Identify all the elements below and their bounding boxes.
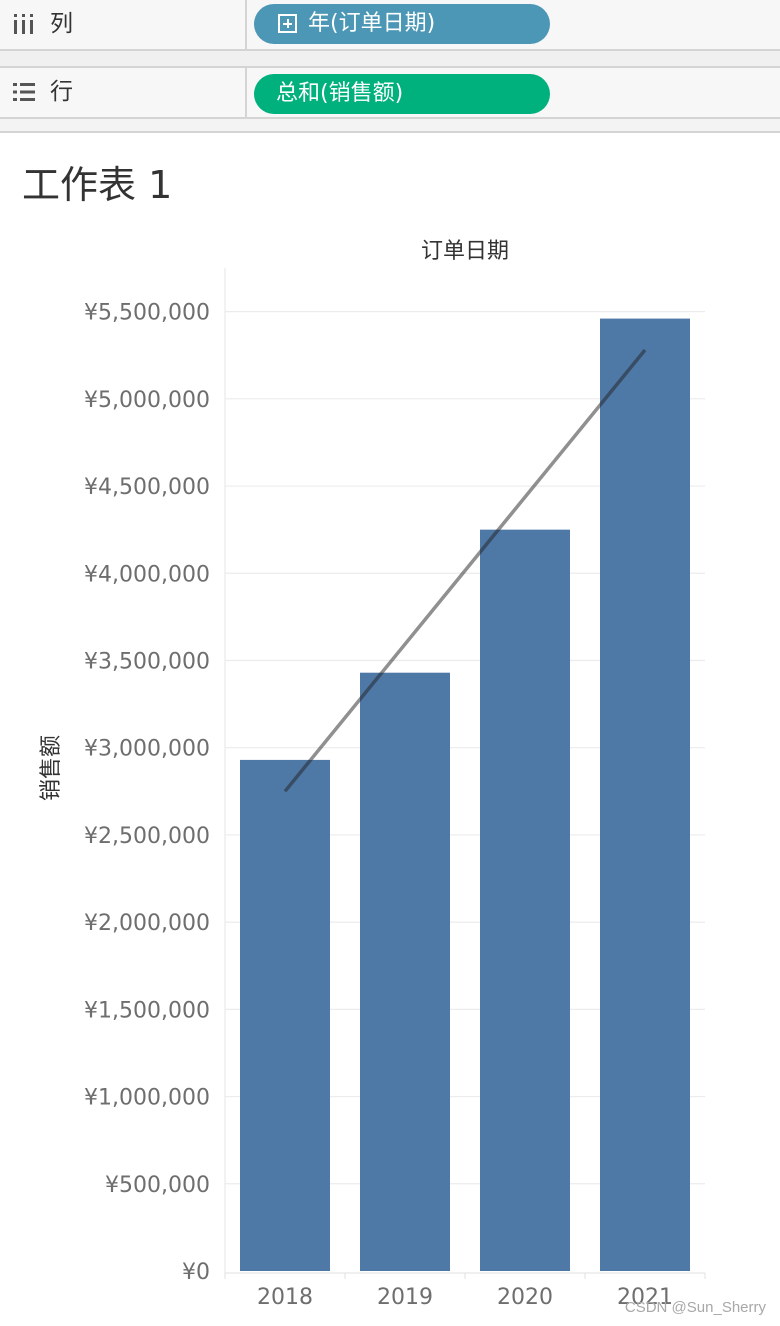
- watermark: CSDN @Sun_Sherry: [624, 1299, 766, 1316]
- y-axis-ticks: ¥0 ¥500,000 ¥1,000,000 ¥1,500,000 ¥2,000,000…: [84, 301, 210, 1285]
- x-tick-label: 2018: [257, 1285, 313, 1310]
- x-tick-label: 2021: [617, 1285, 673, 1310]
- trend-line-group: [283, 348, 647, 793]
- rows-shelf-header: 行: [0, 68, 247, 117]
- y-tick-label: ¥2,000,000: [84, 911, 210, 936]
- bar-2019: [360, 672, 450, 1271]
- x-tick-label: 2019: [377, 1285, 433, 1310]
- bar-2018: [240, 759, 330, 1271]
- rows-shelf-label: 行: [50, 79, 73, 105]
- x-axis-ticks: 2018 2019 2020 2021: [224, 1272, 706, 1310]
- rows-shelf: 行 总和(销售额): [0, 66, 780, 119]
- shelf-bottom-gap: [0, 119, 780, 133]
- y-tick-label: ¥1,500,000: [84, 998, 210, 1023]
- expand-plus-icon[interactable]: [278, 14, 297, 33]
- y-tick-label: ¥4,000,000: [84, 562, 210, 587]
- x-axis-title: 订单日期: [421, 239, 509, 264]
- shelf-gap: [0, 51, 780, 66]
- x-tick-label: 2020: [497, 1285, 553, 1310]
- sum-sales-pill-label: 总和(销售额): [276, 81, 404, 106]
- columns-shelf-icon: [14, 14, 33, 34]
- bar-2020: [480, 529, 570, 1271]
- bars: [240, 318, 690, 1272]
- y-tick-label: ¥0: [182, 1260, 210, 1285]
- trend-line: [283, 348, 647, 793]
- year-order-date-pill-label: 年(订单日期): [308, 11, 436, 36]
- columns-shelf-label: 列: [50, 11, 73, 37]
- rows-shelf-icon: [13, 83, 35, 101]
- sheet-title: 工作表 1: [22, 163, 173, 207]
- y-tick-label: ¥5,500,000: [84, 301, 210, 326]
- y-tick-label: ¥500,000: [105, 1173, 210, 1198]
- y-tick-label: ¥3,000,000: [84, 737, 210, 762]
- sum-sales-pill[interactable]: 总和(销售额): [254, 74, 550, 114]
- y-tick-label: ¥5,000,000: [84, 388, 210, 413]
- y-tick-label: ¥3,500,000: [84, 649, 210, 674]
- y-axis-title: 销售额: [39, 735, 64, 801]
- bar-2021: [600, 318, 690, 1272]
- y-tick-label: ¥2,500,000: [84, 824, 210, 849]
- y-tick-label: ¥1,000,000: [84, 1086, 210, 1111]
- year-order-date-pill[interactable]: 年(订单日期): [254, 4, 550, 44]
- columns-shelf: 列 年(订单日期): [0, 0, 780, 51]
- columns-shelf-header: 列: [0, 0, 247, 49]
- y-tick-label: ¥4,500,000: [84, 475, 210, 500]
